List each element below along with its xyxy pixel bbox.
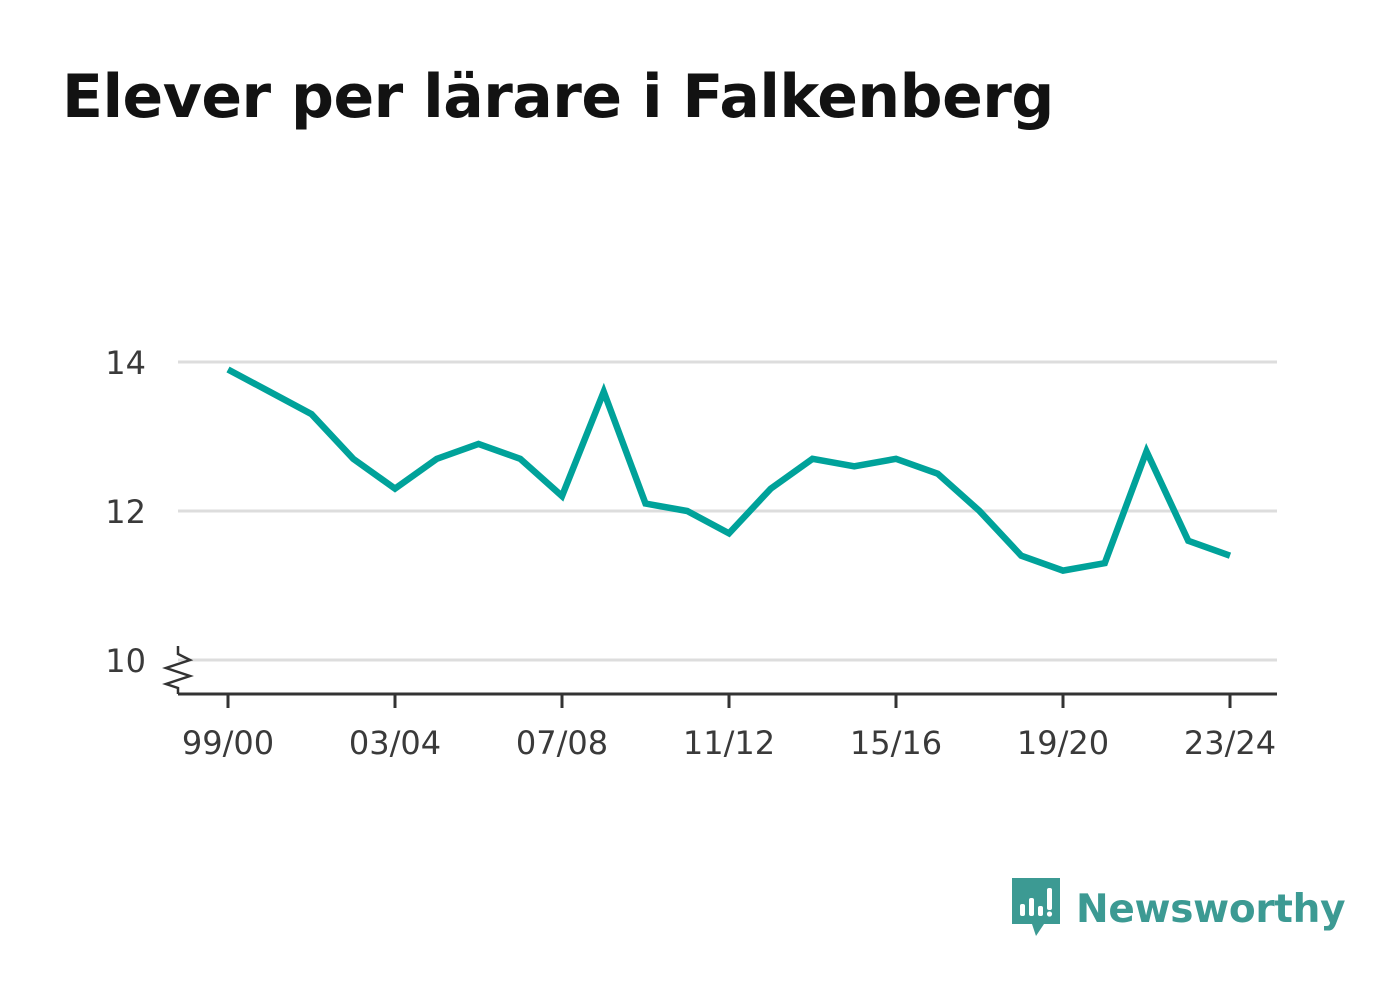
newsworthy-logo-icon [1010, 878, 1062, 940]
y-axis-break-icon [166, 646, 190, 694]
y-tick-labels: 10 12 14 [105, 344, 146, 680]
x-tick-label: 11/12 [683, 724, 775, 762]
series-line [228, 369, 1230, 570]
x-tick-label: 07/08 [516, 724, 608, 762]
x-axis [166, 646, 1277, 708]
series-lines [228, 369, 1230, 570]
y-tick-label: 10 [105, 642, 146, 680]
x-tick-label: 03/04 [349, 724, 441, 762]
gridlines [178, 362, 1277, 660]
x-tick-label: 23/24 [1184, 724, 1276, 762]
x-tick-labels: 99/00 03/04 07/08 11/12 15/16 19/20 23/24 [182, 724, 1276, 762]
y-tick-label: 12 [105, 493, 146, 531]
y-tick-label: 14 [105, 344, 146, 382]
x-tick-label: 15/16 [850, 724, 942, 762]
x-tick-label: 19/20 [1017, 724, 1109, 762]
brand: Newsworthy [1010, 878, 1345, 940]
brand-name: Newsworthy [1076, 887, 1345, 932]
x-tick-label: 99/00 [182, 724, 274, 762]
